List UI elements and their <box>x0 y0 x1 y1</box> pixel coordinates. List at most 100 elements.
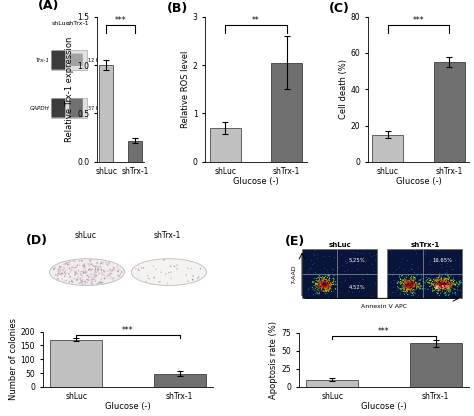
Point <box>410 274 418 280</box>
Point <box>359 275 366 282</box>
Point <box>325 287 332 294</box>
Point <box>442 283 450 290</box>
Point <box>450 278 457 285</box>
Point <box>404 257 411 264</box>
Point <box>365 249 373 256</box>
Point <box>94 264 102 270</box>
Text: ***: *** <box>122 326 134 334</box>
Point <box>443 287 451 293</box>
Point <box>408 282 415 289</box>
Point <box>404 290 412 297</box>
Point <box>319 278 327 285</box>
Point <box>319 278 327 285</box>
Point <box>402 282 410 289</box>
Point <box>316 280 324 287</box>
Point <box>447 283 455 290</box>
Point <box>88 278 96 285</box>
Point <box>441 277 448 283</box>
Point <box>160 257 168 263</box>
Point <box>83 269 91 275</box>
Point <box>401 276 409 283</box>
Point <box>88 261 96 267</box>
Point <box>421 248 429 255</box>
Point <box>78 258 86 265</box>
Point <box>414 283 421 290</box>
Point <box>410 280 418 287</box>
Point <box>410 289 418 295</box>
Point <box>182 272 190 278</box>
Point <box>71 272 79 279</box>
Point <box>78 274 86 281</box>
Point <box>109 275 117 281</box>
Point <box>403 284 411 291</box>
Point <box>57 271 64 277</box>
Point <box>439 283 447 290</box>
Point <box>57 264 64 270</box>
Point <box>440 284 447 291</box>
Bar <box>99 65 113 162</box>
Point <box>407 287 415 294</box>
Point <box>370 267 377 274</box>
Point <box>434 290 442 297</box>
Point <box>398 283 406 290</box>
Point <box>314 281 321 288</box>
Point <box>411 282 419 289</box>
Point <box>110 265 118 271</box>
Point <box>444 269 451 276</box>
Point <box>341 277 348 283</box>
Point <box>326 277 333 284</box>
Point <box>324 282 331 289</box>
Point <box>404 277 412 284</box>
Point <box>438 257 446 264</box>
Point <box>62 260 70 267</box>
Point <box>436 284 444 291</box>
Point <box>442 278 449 285</box>
Point <box>81 263 88 270</box>
Point <box>114 268 121 275</box>
Point <box>405 287 413 293</box>
Point <box>58 270 65 277</box>
Point <box>360 250 368 256</box>
Point <box>401 288 408 295</box>
Point <box>447 279 455 285</box>
Point <box>319 279 326 286</box>
Point <box>426 280 433 286</box>
Point <box>434 283 442 290</box>
Point <box>86 265 93 272</box>
Point <box>195 274 202 280</box>
Point <box>413 272 420 278</box>
Point <box>403 287 410 294</box>
Bar <box>154 374 206 387</box>
Point <box>323 278 330 285</box>
Point <box>320 282 328 289</box>
Point <box>173 265 181 272</box>
Point <box>357 250 365 257</box>
Point <box>412 280 420 286</box>
Point <box>405 282 412 289</box>
Point <box>438 272 446 279</box>
Point <box>397 280 404 287</box>
Point <box>361 259 368 266</box>
Point <box>314 291 322 297</box>
Point <box>440 285 448 291</box>
Point <box>324 281 331 287</box>
Point <box>407 289 414 295</box>
Point <box>436 283 444 290</box>
Point <box>321 279 329 286</box>
Point <box>456 278 463 285</box>
Point <box>197 265 204 272</box>
Point <box>322 285 330 292</box>
Point <box>398 286 405 292</box>
Point <box>446 290 453 296</box>
Point <box>324 272 332 278</box>
Point <box>322 282 329 289</box>
Point <box>439 282 447 289</box>
Point <box>316 277 323 284</box>
Point <box>450 275 457 281</box>
X-axis label: Glucose (-): Glucose (-) <box>361 402 407 411</box>
Point <box>397 285 404 292</box>
Point <box>100 275 108 282</box>
Point <box>444 285 451 292</box>
Text: **: ** <box>252 16 260 25</box>
Point <box>449 265 456 272</box>
